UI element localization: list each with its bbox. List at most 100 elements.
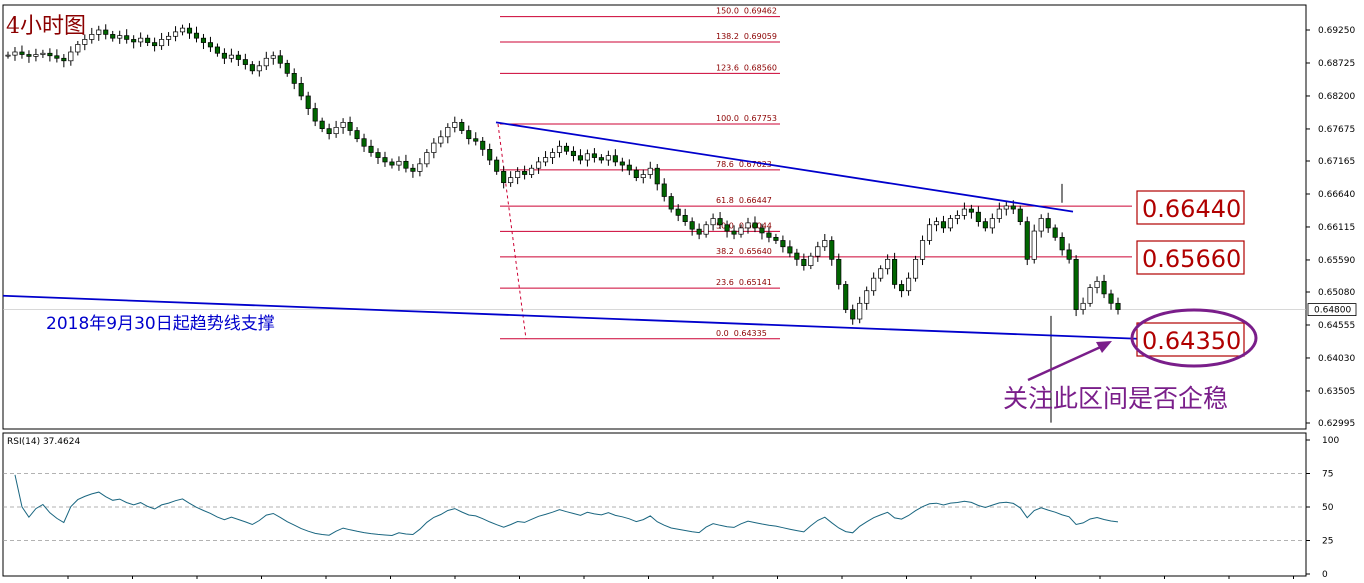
fib-ratio: 23.6 (716, 278, 734, 287)
candle-body (103, 29, 109, 35)
candle-body (1017, 208, 1023, 222)
candle-body (682, 214, 688, 222)
candle-body (235, 54, 241, 60)
candle-body (675, 208, 681, 216)
candle-body (1003, 205, 1009, 210)
fib-price: 0.67023 (739, 160, 772, 169)
candle-body (598, 157, 604, 161)
y-tick-label: 0.68725 (1318, 59, 1355, 69)
y-tick-label: 0.64555 (1318, 321, 1355, 331)
candle-body (152, 42, 158, 47)
candle-body (640, 174, 646, 178)
y-tick-label: 0.66640 (1318, 190, 1355, 200)
candle-body (54, 55, 60, 59)
candle-body (270, 55, 276, 59)
candle-body (319, 120, 325, 129)
candle-body (570, 150, 577, 157)
candle-body (1031, 230, 1037, 260)
candle-body (410, 167, 416, 172)
candle-body (605, 155, 611, 161)
candle-body (47, 52, 53, 57)
candle-body (159, 39, 165, 47)
fib-label: 38.2 0.65640 (716, 247, 772, 256)
candle-body (417, 163, 423, 172)
candle-body (542, 157, 549, 163)
candle-body (96, 29, 102, 35)
candle-body (89, 34, 95, 40)
candle-body (61, 57, 67, 62)
candle-body (249, 64, 255, 72)
candle-body (1066, 249, 1072, 260)
fib-price: 0.68560 (744, 63, 777, 72)
candle-body (110, 34, 116, 39)
candle-body (787, 246, 793, 254)
candle-body (193, 32, 200, 39)
candle-body (947, 218, 954, 229)
candle-body (989, 218, 995, 229)
candle-body (33, 54, 39, 57)
fib-label: 100.0 0.67753 (716, 114, 777, 123)
y-tick-label: 0.67675 (1318, 125, 1355, 135)
fib-price: 0.66447 (739, 196, 772, 205)
candle-body (19, 51, 25, 55)
y-tick-label: 0.64030 (1318, 354, 1355, 364)
candle-body (26, 54, 32, 57)
candle-body (298, 83, 304, 97)
candle-body (466, 130, 472, 140)
candle-body (724, 224, 730, 232)
highlight-ellipse (1130, 308, 1258, 368)
fib-label: 138.2 0.69059 (716, 32, 777, 41)
candle-body (996, 208, 1002, 219)
candle-body (312, 108, 318, 122)
candle-body (906, 277, 912, 292)
candle-body (1115, 302, 1121, 310)
candle-body (975, 211, 981, 222)
candle-body (836, 258, 842, 285)
candle-body (878, 268, 884, 279)
candle-body (626, 164, 632, 171)
candle-body (291, 73, 297, 84)
candle-body (487, 149, 493, 161)
candle-body (508, 177, 514, 184)
rsi-tick-label: 25 (1322, 537, 1333, 547)
fib-ratio: 38.2 (716, 247, 734, 256)
candle-body (961, 208, 967, 216)
fib-ratio: 100.0 (716, 114, 739, 123)
candle-body (117, 35, 123, 39)
support-trendline (2, 294, 1165, 341)
candle-body (326, 128, 332, 135)
candle-body (536, 161, 542, 169)
downtrend-line (495, 121, 1074, 213)
candle-body (354, 130, 360, 140)
candle-body (473, 138, 479, 142)
level-badge-label: 0.64350 (1142, 327, 1241, 355)
candle-body (843, 284, 849, 310)
candle-body (710, 218, 716, 226)
candle-body (131, 39, 137, 43)
candle-body (284, 62, 290, 74)
candle-body (899, 284, 905, 292)
level-badge-label: 0.66440 (1142, 195, 1241, 223)
fib-price: 0.65640 (739, 247, 772, 256)
candle-body (389, 161, 395, 166)
candle-body (305, 95, 311, 109)
candle-body (347, 122, 353, 131)
candle-body (124, 35, 130, 40)
candle-body (529, 167, 535, 175)
candle-body (731, 230, 737, 235)
candle-body (438, 136, 444, 144)
level-badge (1136, 240, 1245, 275)
candle-body (214, 46, 220, 54)
candle-body (766, 232, 772, 238)
fib-label: 123.6 0.68560 (716, 63, 777, 72)
y-tick-label: 0.69250 (1318, 26, 1355, 36)
candle-body (333, 127, 339, 135)
level-badge-label: 0.65660 (1142, 245, 1241, 273)
candle-body (5, 54, 11, 57)
candle-body (82, 39, 88, 45)
candle-body (228, 54, 234, 59)
candle-body (172, 31, 179, 37)
fib-label: 0.0 0.64335 (716, 329, 767, 338)
fib-price: 0.65141 (739, 278, 772, 287)
candle-body (1059, 236, 1065, 251)
